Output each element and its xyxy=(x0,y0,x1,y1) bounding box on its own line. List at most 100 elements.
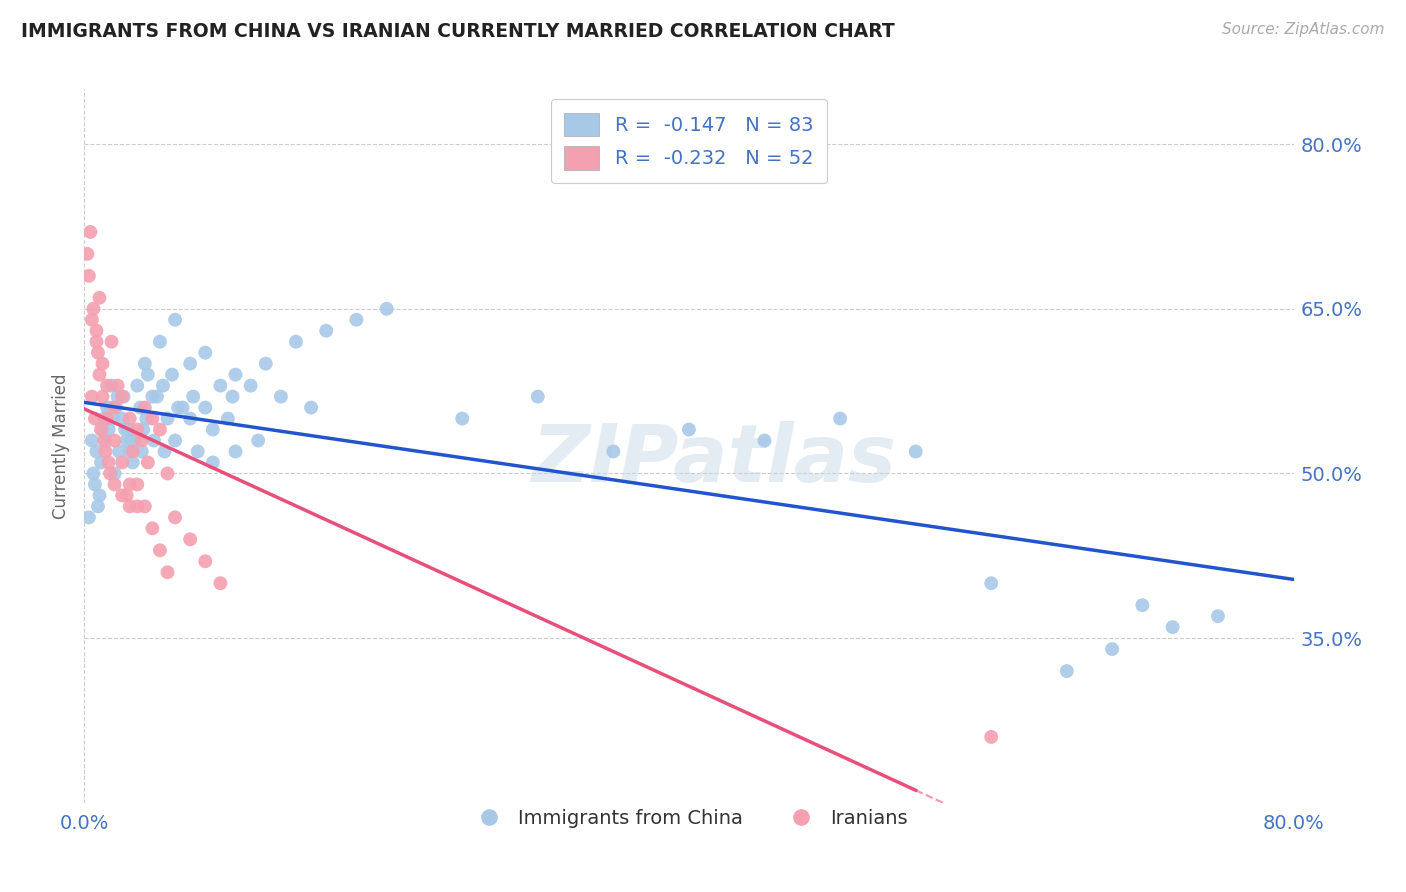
Point xyxy=(754,434,776,448)
Point xyxy=(127,477,149,491)
Point xyxy=(187,444,209,458)
Point xyxy=(247,434,270,448)
Point xyxy=(131,434,153,448)
Point xyxy=(98,401,121,415)
Point xyxy=(80,434,103,448)
Point xyxy=(136,455,159,469)
Point xyxy=(89,488,111,502)
Point xyxy=(90,455,112,469)
Point xyxy=(87,500,110,514)
Point xyxy=(1101,642,1123,657)
Point xyxy=(118,411,141,425)
Point xyxy=(104,401,127,415)
Point xyxy=(149,423,172,437)
Point xyxy=(76,247,98,261)
Point xyxy=(527,390,550,404)
Point xyxy=(209,378,232,392)
Point xyxy=(172,401,194,415)
Point xyxy=(156,467,179,481)
Point xyxy=(107,378,129,392)
Point xyxy=(132,423,155,437)
Point xyxy=(194,401,217,415)
Point xyxy=(980,576,1002,591)
Point xyxy=(121,455,143,469)
Point xyxy=(111,411,134,425)
Point xyxy=(80,390,103,404)
Legend: Immigrants from China, Iranians: Immigrants from China, Iranians xyxy=(461,801,917,836)
Point xyxy=(602,444,624,458)
Point xyxy=(129,401,152,415)
Point xyxy=(179,357,201,371)
Point xyxy=(114,423,136,437)
Point xyxy=(77,268,100,283)
Point xyxy=(346,312,368,326)
Point xyxy=(165,510,187,524)
Point xyxy=(149,543,172,558)
Point xyxy=(315,324,337,338)
Point xyxy=(118,444,141,458)
Point xyxy=(179,533,201,547)
Point xyxy=(167,401,190,415)
Point xyxy=(100,378,122,392)
Point xyxy=(120,434,142,448)
Point xyxy=(79,225,101,239)
Point xyxy=(82,467,104,481)
Point xyxy=(270,390,292,404)
Point xyxy=(165,434,187,448)
Point xyxy=(678,423,700,437)
Point xyxy=(94,444,117,458)
Point xyxy=(156,411,179,425)
Point xyxy=(91,423,114,437)
Point xyxy=(118,477,141,491)
Point xyxy=(111,455,134,469)
Point xyxy=(127,500,149,514)
Text: IMMIGRANTS FROM CHINA VS IRANIAN CURRENTLY MARRIED CORRELATION CHART: IMMIGRANTS FROM CHINA VS IRANIAN CURRENT… xyxy=(21,22,894,41)
Point xyxy=(181,390,204,404)
Point xyxy=(149,334,172,349)
Point xyxy=(111,488,134,502)
Point xyxy=(104,477,127,491)
Point xyxy=(89,368,111,382)
Point xyxy=(89,291,111,305)
Point xyxy=(980,730,1002,744)
Point xyxy=(127,423,149,437)
Point xyxy=(86,444,108,458)
Point xyxy=(221,390,243,404)
Point xyxy=(299,401,322,415)
Point xyxy=(153,444,176,458)
Point xyxy=(97,423,120,437)
Point xyxy=(91,357,114,371)
Point xyxy=(101,411,124,425)
Point xyxy=(142,434,165,448)
Point xyxy=(201,423,224,437)
Point xyxy=(96,378,118,392)
Point xyxy=(115,434,138,448)
Text: ZIPatlas: ZIPatlas xyxy=(530,421,896,500)
Point xyxy=(141,411,163,425)
Point xyxy=(117,423,139,437)
Point xyxy=(96,411,118,425)
Point xyxy=(1206,609,1229,624)
Point xyxy=(1161,620,1184,634)
Point xyxy=(100,334,122,349)
Point xyxy=(112,390,135,404)
Point xyxy=(217,411,239,425)
Point xyxy=(451,411,474,425)
Point xyxy=(141,521,163,535)
Point xyxy=(93,411,115,425)
Point xyxy=(96,401,118,415)
Point xyxy=(80,312,103,326)
Point xyxy=(201,455,224,469)
Point xyxy=(141,390,163,404)
Point xyxy=(82,301,104,316)
Point xyxy=(146,390,169,404)
Point xyxy=(136,368,159,382)
Point xyxy=(830,411,852,425)
Point xyxy=(131,444,153,458)
Point xyxy=(104,467,127,481)
Point xyxy=(94,434,117,448)
Point xyxy=(118,500,141,514)
Point xyxy=(121,444,143,458)
Point xyxy=(135,411,157,425)
Point xyxy=(1056,664,1078,678)
